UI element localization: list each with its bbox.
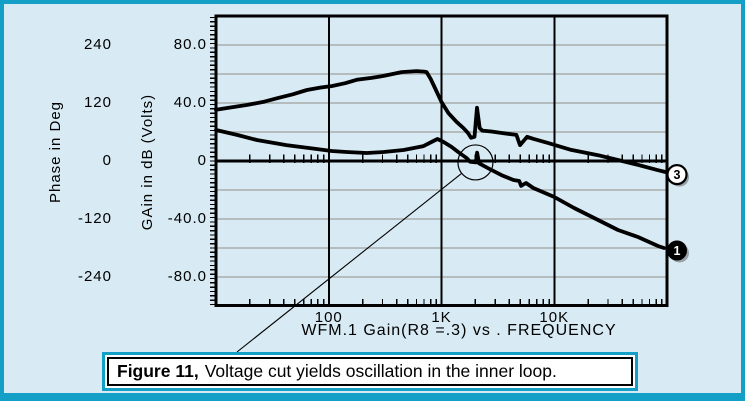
figure-caption: Figure 11, Voltage cut yields oscillatio…	[107, 357, 633, 386]
gain-tick--80: -80.0	[167, 268, 207, 285]
freq-tick-10K: 10K	[539, 309, 570, 326]
caption-leader-line	[236, 172, 463, 353]
oscillation-annotation-circle	[457, 144, 494, 181]
figure-caption-number: Figure 11,	[117, 361, 199, 381]
chart-title: WFM.1 Gain(R8 =.3) vs . FREQUENCY	[301, 322, 617, 339]
phase-tick--120: -120	[77, 210, 112, 227]
freq-tick-1K: 1K	[431, 309, 452, 326]
marker-label: 3	[674, 168, 681, 182]
gain-tick-40: 40.0	[173, 94, 207, 111]
curve-marker-1: 1	[667, 240, 689, 263]
phase-tick--240: -240	[77, 268, 112, 285]
curve-marker-3: 3	[666, 164, 689, 187]
phase-tick-0: 0	[102, 152, 112, 169]
curve-3	[214, 69, 668, 174]
phase-tick-120: 120	[83, 94, 112, 111]
gain-tick-0: 0	[197, 152, 207, 169]
marker-circle	[666, 164, 688, 186]
phase-tick-240: 240	[83, 36, 112, 53]
gain-tick--40: -40.0	[167, 210, 207, 227]
figure-caption-text: Voltage cut yields oscillation in the in…	[204, 361, 557, 381]
freq-tick-100: 100	[314, 309, 343, 326]
marker-label: 1	[674, 244, 681, 258]
curve-1	[214, 128, 666, 250]
marker-circle	[667, 240, 687, 261]
gain-tick-80: 80.0	[173, 36, 207, 53]
figure-caption-box: Figure 11, Voltage cut yields oscillatio…	[102, 352, 638, 391]
